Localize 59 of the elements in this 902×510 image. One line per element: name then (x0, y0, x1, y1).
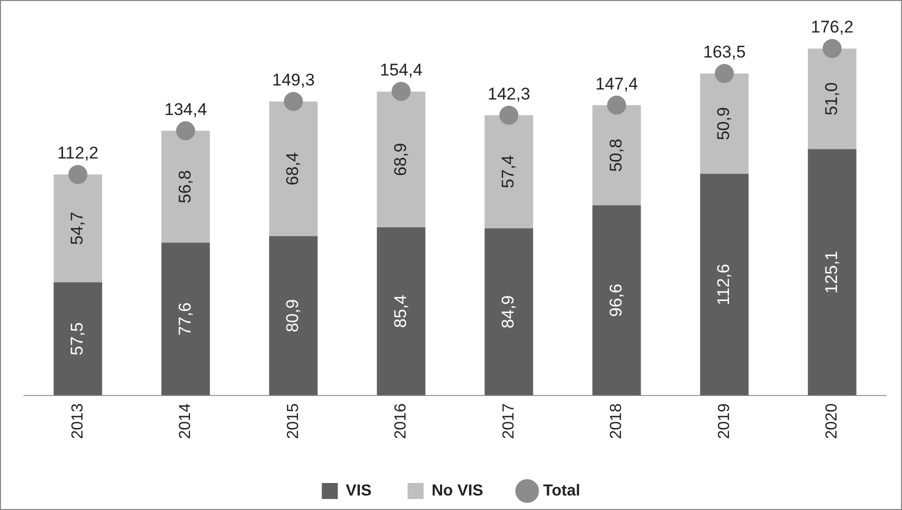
bar (376, 92, 426, 228)
legend-label: No VIS (432, 482, 484, 500)
data-label: 112,2 (57, 144, 99, 163)
point (284, 92, 303, 111)
x-tick-label: 2019 (716, 403, 733, 439)
data-label: 163,5 (703, 42, 746, 62)
data-label: 57,4 (498, 155, 518, 188)
x-tick-label: 2015 (284, 403, 302, 439)
bar (161, 242, 210, 396)
data-label: 125,1 (822, 250, 841, 294)
bar (592, 105, 641, 206)
data-label: 57,5 (68, 322, 87, 356)
data-label: 68,4 (283, 152, 302, 186)
x-tick-label: 2017 (500, 403, 518, 439)
data-label: 77,6 (175, 302, 194, 336)
bar (484, 115, 534, 228)
data-label: 149,3 (272, 70, 315, 90)
bar (54, 174, 102, 282)
data-label: 56,8 (175, 170, 194, 204)
x-tick-label: 2013 (69, 403, 86, 439)
bar (700, 174, 749, 396)
bar (592, 205, 641, 396)
point (499, 106, 518, 125)
point (68, 164, 88, 184)
data-label: 84,9 (498, 295, 518, 328)
point (607, 96, 626, 115)
bar (269, 236, 318, 396)
bar (376, 227, 426, 396)
bar (700, 73, 749, 174)
data-label: 96,6 (606, 284, 626, 317)
legend-label: Total (543, 482, 580, 500)
data-label: 134,4 (164, 100, 207, 119)
data-label: 50,9 (714, 107, 734, 140)
data-label: 176,2 (810, 18, 854, 37)
data-label: 68,9 (390, 142, 410, 176)
data-label: 54,7 (68, 212, 87, 245)
x-tick-label: 2020 (824, 403, 841, 439)
data-label: 142,3 (488, 84, 530, 104)
data-label: 85,4 (390, 294, 410, 328)
bar (808, 48, 856, 150)
x-tick-label: 2016 (392, 403, 410, 439)
data-label: 154,4 (380, 60, 422, 80)
legend-label: VIS (346, 482, 372, 500)
data-label: 80,9 (283, 299, 302, 332)
bar (269, 101, 318, 236)
x-tick-label: 2014 (177, 403, 194, 439)
data-label: 112,6 (714, 264, 734, 306)
point (714, 64, 734, 83)
point (392, 82, 411, 101)
bar (808, 149, 856, 396)
bar (484, 228, 534, 396)
bar (54, 282, 102, 396)
x-tick-label: 2018 (608, 403, 626, 439)
data-label: 51,0 (822, 82, 841, 116)
bar (161, 130, 210, 243)
data-label: 50,8 (606, 138, 626, 172)
data-label: 147,4 (595, 74, 638, 94)
point (176, 121, 196, 140)
point (822, 38, 842, 58)
